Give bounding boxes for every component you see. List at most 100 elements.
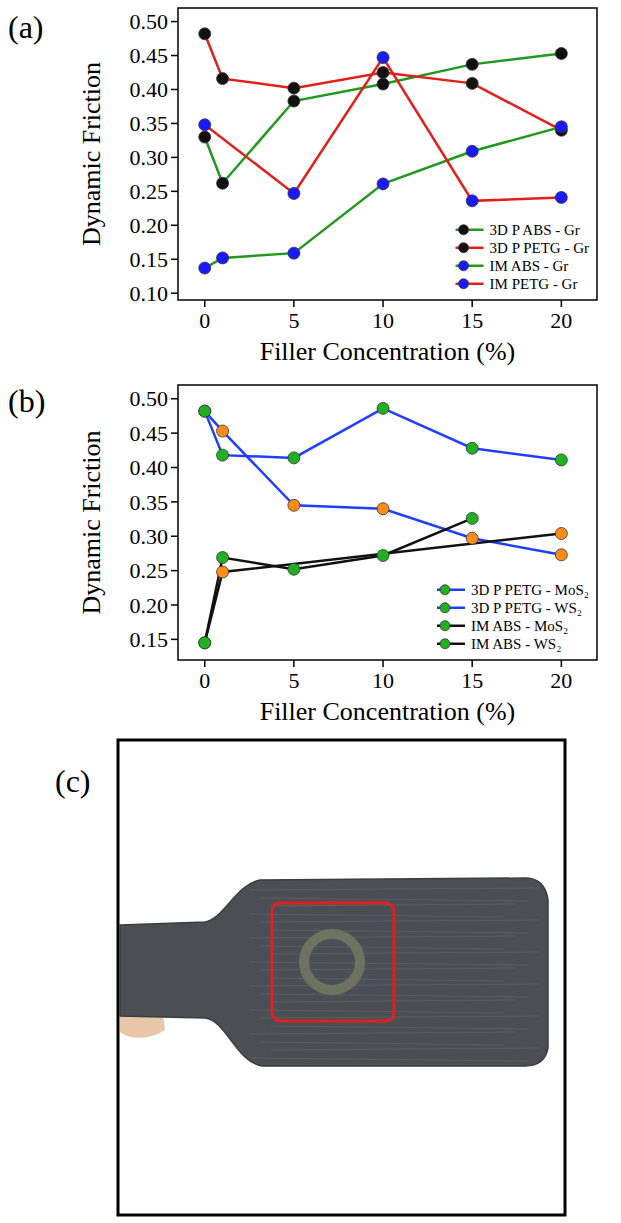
x-tick (561, 300, 563, 307)
y-tick (171, 604, 178, 606)
y-tick-label: 0.50 (130, 386, 169, 411)
y-tick (171, 55, 178, 57)
y-tick-label: 0.20 (130, 213, 169, 238)
data-point (288, 82, 300, 94)
x-tick-label: 15 (461, 668, 483, 693)
data-point (377, 52, 389, 64)
series-line (205, 408, 562, 460)
data-point (555, 191, 567, 203)
x-axis-title: Filler Concentration (%) (260, 697, 516, 726)
y-tick-label: 0.45 (130, 421, 169, 446)
x-tick (382, 300, 384, 307)
data-point (199, 405, 211, 417)
data-point (217, 73, 229, 85)
x-tick-label: 10 (372, 308, 394, 333)
data-point (199, 405, 211, 417)
y-tick (171, 157, 178, 159)
texture (260, 1042, 504, 1045)
y-tick (171, 123, 178, 125)
legend-label: 3D P ABS - Gr (490, 222, 580, 238)
legend-marker (440, 585, 450, 595)
photo-frame (118, 740, 565, 1215)
data-point (555, 121, 567, 133)
figure: (a)(b)(c)0.100.150.200.250.300.350.400.4… (0, 0, 621, 1223)
data-point (217, 425, 229, 437)
data-point (377, 78, 389, 90)
texture (250, 1010, 504, 1013)
texture (250, 936, 516, 938)
data-point (288, 247, 300, 259)
data-point (288, 95, 300, 107)
y-tick (171, 259, 178, 261)
series-line (205, 58, 562, 201)
x-tick (382, 660, 384, 667)
data-point (199, 28, 211, 40)
data-point (555, 47, 567, 59)
y-tick (171, 432, 178, 434)
texture (270, 930, 528, 933)
texture (270, 1048, 540, 1050)
legend-label: IM ABS - Gr (490, 258, 569, 274)
y-tick-label: 0.20 (130, 593, 169, 618)
data-point (199, 131, 211, 143)
data-point (288, 187, 300, 199)
texture (250, 1032, 516, 1034)
x-tick (204, 660, 206, 667)
y-tick-label: 0.25 (130, 179, 169, 204)
legend-label: 3D P PETG - WS₂ (471, 600, 582, 616)
y-tick (171, 467, 178, 469)
y-tick-label: 0.30 (130, 145, 169, 170)
y-tick (171, 21, 178, 23)
y-tick (171, 536, 178, 538)
x-tick-label: 20 (550, 308, 572, 333)
data-point (377, 178, 389, 190)
wear-track (304, 934, 360, 990)
x-tick-label: 5 (288, 308, 299, 333)
legend-marker (459, 243, 469, 253)
x-tick (293, 300, 295, 307)
x-tick-label: 5 (288, 668, 299, 693)
plot-frame (178, 385, 597, 660)
data-point (377, 503, 389, 515)
texture (260, 946, 504, 949)
data-point (288, 563, 300, 575)
chart-panel: 0.150.200.250.300.350.400.450.5005101520… (77, 385, 597, 726)
data-point (199, 262, 211, 274)
data-point (466, 77, 478, 89)
y-tick (171, 225, 178, 227)
data-point (377, 550, 389, 562)
data-point (288, 452, 300, 464)
texture (260, 920, 540, 922)
y-tick (171, 191, 178, 193)
legend-marker (459, 225, 469, 235)
x-tick-label: 0 (199, 668, 210, 693)
y-tick-label: 0.40 (130, 455, 169, 480)
texture (250, 962, 528, 965)
legend-marker (440, 639, 450, 649)
data-point (199, 637, 211, 649)
y-tick (171, 89, 178, 91)
data-point (377, 402, 389, 414)
x-tick-label: 20 (550, 668, 572, 693)
texture (250, 888, 540, 890)
legend-marker (440, 603, 450, 613)
y-tick-label: 0.50 (130, 9, 169, 34)
y-tick (171, 292, 178, 294)
data-point (466, 532, 478, 544)
specimen-photo (118, 740, 565, 1215)
legend-label: 3D P PETG - MoS₂ (471, 582, 589, 598)
series-line (205, 34, 562, 130)
y-tick-label: 0.30 (130, 524, 169, 549)
data-point (217, 566, 229, 578)
texture (260, 968, 516, 970)
x-tick (471, 300, 473, 307)
y-tick-label: 0.35 (130, 490, 169, 515)
y-tick-label: 0.15 (130, 247, 169, 272)
data-point (199, 119, 211, 131)
data-point (466, 195, 478, 207)
legend-marker (459, 279, 469, 289)
y-tick (171, 398, 178, 400)
x-tick (471, 660, 473, 667)
legend: 3D P PETG - MoS₂3D P PETG - WS₂IM ABS - … (437, 582, 589, 652)
data-point (377, 67, 389, 79)
